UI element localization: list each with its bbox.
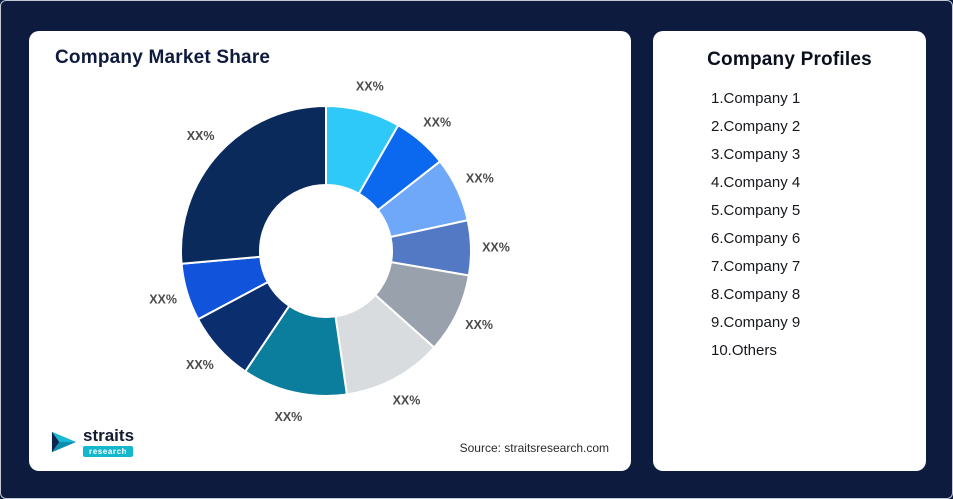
slice-label: XX% xyxy=(466,172,494,186)
donut-slice-others xyxy=(180,104,327,265)
profile-item: 3.Company 3 xyxy=(711,146,801,163)
company-profiles-card: Company Profiles 1.Company 1 2.Company 2 3… xyxy=(653,31,926,471)
slice-label: XX% xyxy=(393,394,421,408)
profile-item: 8.Company 8 xyxy=(711,286,801,303)
slice-label: XX% xyxy=(465,318,493,332)
logo-text-research: research xyxy=(83,446,134,457)
profiles-title: Company Profiles xyxy=(707,49,872,70)
logo-text-straits: straits xyxy=(83,426,135,445)
straits-logo: straits research xyxy=(51,427,134,457)
profile-item: 5.Company 5 xyxy=(711,202,801,219)
profile-item: 9.Company 9 xyxy=(711,314,801,331)
donut-chart: XX% XX% XX% XX% XX% XX% XX% XX% XX% XX% xyxy=(149,80,510,424)
slice-label: XX% xyxy=(149,293,177,307)
profile-item: 6.Company 6 xyxy=(711,230,801,247)
slice-label: XX% xyxy=(275,410,303,424)
slice-label: XX% xyxy=(186,358,214,372)
straits-logo-text: straits research xyxy=(83,427,134,457)
profile-item: 1.Company 1 xyxy=(711,90,801,107)
slice-label: XX% xyxy=(482,240,510,254)
straits-logo-icon xyxy=(51,431,77,453)
profile-item: 7.Company 7 xyxy=(711,258,801,275)
market-share-card: Company Market Share XX% XX% XX% XX% XX% XX% X… xyxy=(29,31,631,471)
source-text: Source: straitsresearch.com xyxy=(459,441,609,455)
slice-label: XX% xyxy=(423,115,451,129)
profile-item: 2.Company 2 xyxy=(711,118,801,135)
profiles-list: 1.Company 1 2.Company 2 3.Company 3 4.Compa… xyxy=(653,71,926,365)
profile-item: 10.Others xyxy=(711,342,777,359)
profile-item: 4.Company 4 xyxy=(711,174,801,191)
slice-label: XX% xyxy=(187,129,215,143)
slice-label: XX% xyxy=(356,80,384,94)
chart-title: Company Market Share xyxy=(55,47,271,68)
